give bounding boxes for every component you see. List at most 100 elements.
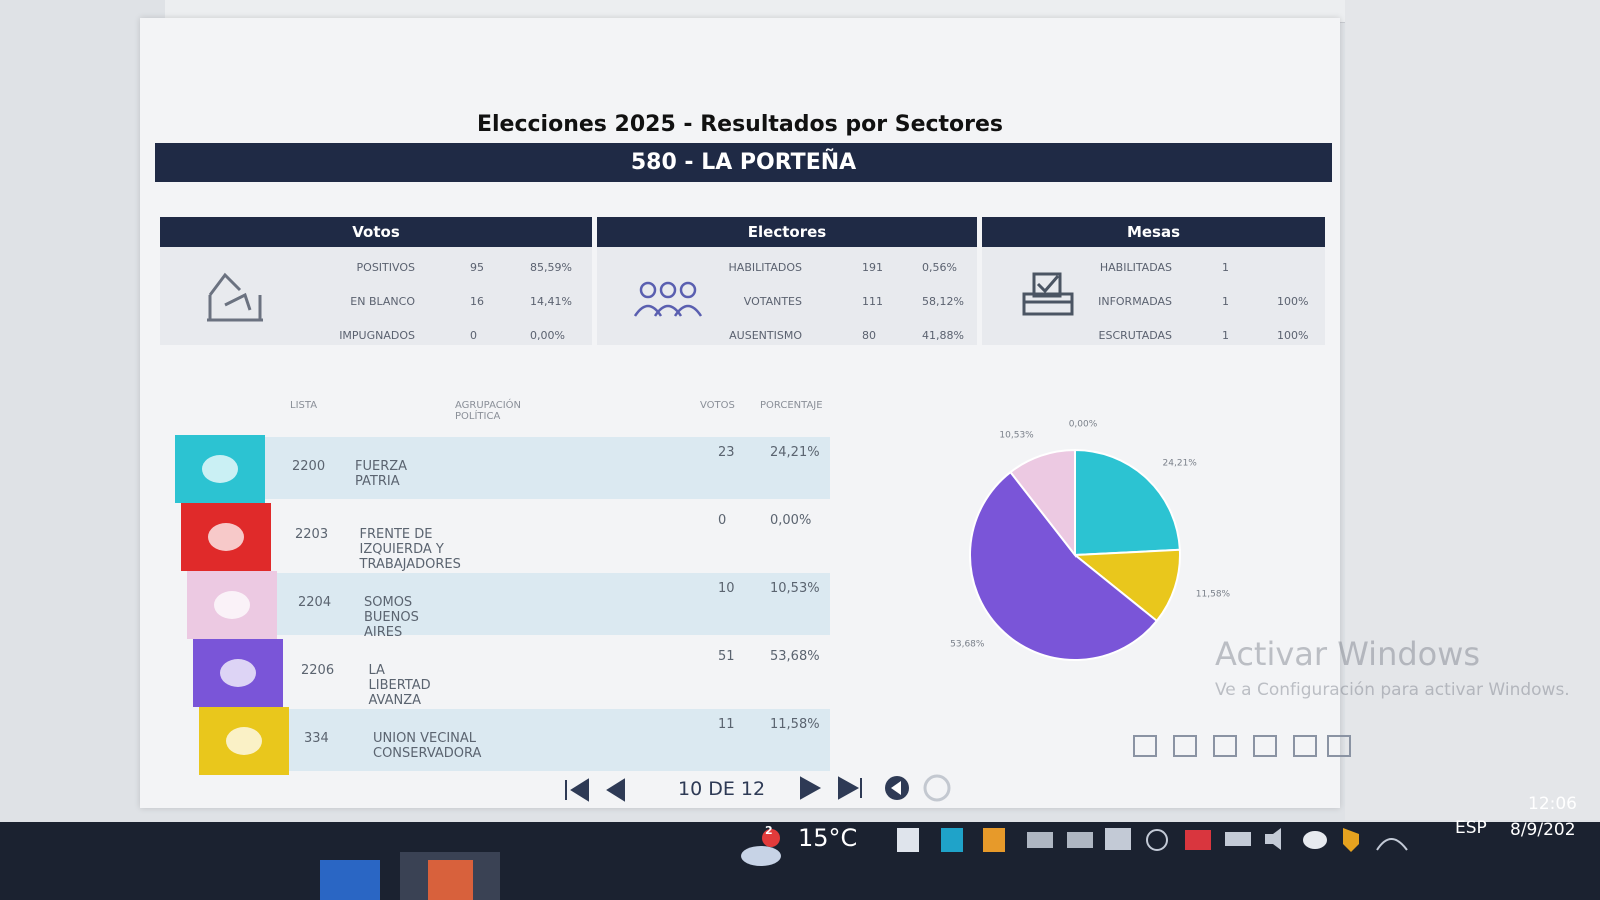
pie-label: 10,53% bbox=[999, 430, 1034, 440]
view-button[interactable] bbox=[1293, 735, 1317, 757]
clock-date: 8/9/202 bbox=[1510, 820, 1576, 840]
weather-icon bbox=[741, 829, 781, 866]
stat-percent: 41,88% bbox=[922, 329, 964, 342]
view-button[interactable] bbox=[1173, 735, 1197, 757]
row-highlight bbox=[277, 709, 830, 771]
pie-slice bbox=[1009, 448, 1076, 558]
stat-label: AUSENTISMO bbox=[729, 329, 802, 342]
party-logo bbox=[175, 435, 265, 503]
weather-text: 15°C bbox=[798, 824, 858, 852]
stat-count: 0 bbox=[470, 329, 477, 342]
watermark-title: Activar Windows bbox=[1215, 635, 1481, 673]
section-header: Votos bbox=[160, 217, 592, 247]
view-button[interactable] bbox=[1253, 735, 1277, 757]
row-highlight bbox=[265, 437, 830, 499]
row-highlight bbox=[271, 573, 830, 635]
section-body: HABILITADOS 191 0,56% VOTANTES 111 58,12% AUSE… bbox=[597, 247, 977, 345]
stat-label: POSITIVOS bbox=[356, 261, 415, 274]
vote-percent: 53,68% bbox=[770, 649, 820, 664]
stat-percent: 85,59% bbox=[530, 261, 572, 274]
stat-count: 16 bbox=[470, 295, 484, 308]
list-number: 334 bbox=[304, 731, 329, 746]
section-header: Mesas bbox=[982, 217, 1325, 247]
taskbar-app[interactable] bbox=[320, 860, 380, 900]
nav-prev[interactable] bbox=[560, 776, 640, 804]
stat-percent: 100% bbox=[1277, 295, 1309, 308]
section-body: POSITIVOS 95 85,59% EN BLANCO 16 14,41% IMPUGN… bbox=[160, 247, 592, 345]
people-icon bbox=[633, 281, 703, 317]
nav-next[interactable] bbox=[795, 772, 965, 804]
pagination: 10 DE 12 bbox=[560, 770, 980, 810]
page-indicator: 10 DE 12 bbox=[678, 778, 766, 800]
clock-time: 12:06 bbox=[1528, 794, 1577, 814]
column-header: PORCENTAJE bbox=[760, 400, 823, 411]
column-header: VOTOS bbox=[700, 400, 735, 411]
stat-count: 80 bbox=[862, 329, 876, 342]
taskbar-app-icon bbox=[428, 860, 473, 900]
vote-count: 23 bbox=[718, 445, 735, 460]
stat-percent: 0,56% bbox=[922, 261, 957, 274]
party-logo bbox=[193, 639, 283, 707]
column-header: LISTA bbox=[290, 400, 318, 411]
sector-banner: 580 - LA PORTEÑA bbox=[155, 143, 1332, 182]
section-header: Electores bbox=[597, 217, 977, 247]
stat-label: ESCRUTADAS bbox=[1098, 329, 1172, 342]
party-name: UNION VECINAL CONSERVADORA bbox=[373, 731, 482, 761]
list-number: 2206 bbox=[301, 663, 335, 678]
notification-badge: 2 bbox=[765, 824, 773, 837]
ballot-box-icon bbox=[1022, 272, 1074, 316]
logo-badge bbox=[208, 523, 244, 551]
stat-count: 1 bbox=[1222, 295, 1229, 308]
logo-badge bbox=[214, 591, 250, 619]
vote-count: 10 bbox=[718, 581, 735, 596]
vote-percent: 24,21% bbox=[770, 445, 820, 460]
view-button[interactable] bbox=[1133, 735, 1157, 757]
pie-slice bbox=[969, 470, 1159, 661]
stat-percent: 0,00% bbox=[530, 329, 565, 342]
stat-percent: 100% bbox=[1277, 329, 1309, 342]
stat-count: 95 bbox=[470, 261, 484, 274]
pie-slice bbox=[1072, 548, 1181, 623]
list-number: 2200 bbox=[292, 459, 326, 474]
stat-label: VOTANTES bbox=[743, 295, 802, 308]
tray-icons bbox=[897, 828, 1408, 852]
view-button[interactable] bbox=[1213, 735, 1237, 757]
view-button[interactable] bbox=[1327, 735, 1351, 757]
pie-slice bbox=[1074, 448, 1181, 557]
stat-label: HABILITADAS bbox=[1099, 261, 1172, 274]
party-name: FRENTE DE IZQUIERDA Y TRABAJADORES bbox=[359, 527, 461, 572]
pie-chart: 24,21% 11,58% 53,68% 10,53% 0,00% bbox=[950, 420, 1231, 661]
logo-badge bbox=[220, 659, 256, 687]
side-panel bbox=[1345, 0, 1600, 820]
logo-badge bbox=[226, 727, 262, 755]
stat-label: HABILITADOS bbox=[728, 261, 802, 274]
taskbar: 2 15°C ESP 12:06 8/9/202 bbox=[0, 794, 1600, 900]
language: ESP bbox=[1455, 818, 1487, 838]
stat-percent: 58,12% bbox=[922, 295, 964, 308]
list-number: 2204 bbox=[298, 595, 332, 610]
stat-count: 191 bbox=[862, 261, 883, 274]
pie-label: 53,68% bbox=[950, 640, 985, 650]
party-name: SOMOS BUENOS AIRES bbox=[364, 595, 419, 640]
vote-percent: 0,00% bbox=[770, 513, 812, 528]
list-number: 2203 bbox=[295, 527, 329, 542]
stat-label: EN BLANCO bbox=[350, 295, 415, 308]
stat-percent: 14,41% bbox=[530, 295, 572, 308]
pie-label: 24,21% bbox=[1163, 458, 1198, 468]
vote-count: 51 bbox=[718, 649, 735, 664]
logo-badge bbox=[202, 455, 238, 483]
watermark-subtitle: Ve a Configuración para activar Windows. bbox=[1215, 680, 1570, 700]
vote-count: 11 bbox=[718, 717, 735, 732]
stat-count: 1 bbox=[1222, 261, 1229, 274]
vote-count: 0 bbox=[718, 513, 727, 528]
party-name: FUERZA PATRIA bbox=[355, 459, 408, 489]
stat-label: IMPUGNADOS bbox=[339, 329, 415, 342]
column-header: AGRUPACIÓN POLÍTICA bbox=[455, 400, 522, 422]
stat-label: INFORMADAS bbox=[1098, 295, 1172, 308]
vote-percent: 11,58% bbox=[770, 717, 820, 732]
vote-percent: 10,53% bbox=[770, 581, 820, 596]
ballot-icon bbox=[207, 272, 263, 322]
party-name: LA LIBERTAD AVANZA bbox=[368, 663, 431, 708]
